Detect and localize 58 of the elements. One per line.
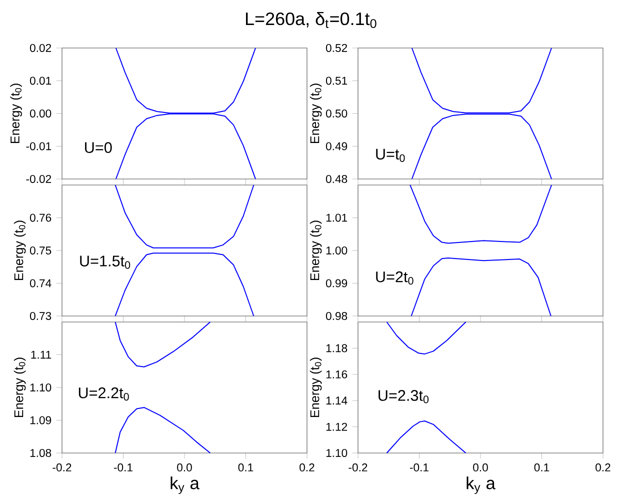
annotation: U=t$_{0}$ (376, 148, 405, 162)
line-series (386, 420, 466, 454)
x-axis-title: k$_{y}$ a (170, 476, 200, 494)
y-tick-label: 0.98 (326, 312, 348, 320)
y-tick-label: 1.09 (30, 416, 52, 424)
annotation: U=0 (85, 142, 112, 153)
y-tick-label: 1.10 (30, 383, 52, 392)
y-tick-label: 1.12 (326, 422, 348, 431)
x-tick-label: 0.1 (534, 463, 550, 472)
y-tick-label: 0.74 (30, 279, 52, 288)
x-tick-label: 0.0 (177, 463, 192, 472)
x-tick-label: 0.0 (473, 463, 488, 472)
y-tick-label: 0.99 (326, 279, 348, 288)
y-tick-label: 0.02 (30, 44, 52, 52)
y-tick-label: 0.76 (30, 214, 52, 222)
chart-title: L=260a, δ$_{t}$=0.1t$_{0}$ (246, 12, 376, 28)
y-tick-label: 1.11 (31, 350, 52, 359)
y-axis-title: Energy (t$_{0}$) (310, 220, 322, 280)
y-tick-label: -0.02 (26, 174, 52, 183)
y-tick-label: 1.18 (326, 344, 348, 352)
y-tick-label: 1.10 (326, 448, 348, 457)
y-tick-label: 0.51 (326, 76, 348, 85)
line-series (114, 184, 254, 248)
y-tick-label: 0.75 (30, 246, 52, 254)
x-tick-label: 0.1 (238, 463, 254, 472)
y-tick-label: 1.01 (326, 214, 348, 222)
y-tick-label: 1.08 (30, 448, 52, 457)
y-tick-label: 0.48 (326, 174, 348, 183)
annotation: U=2.2t$_{0}$ (78, 387, 129, 401)
x-tick-label: -0.1 (410, 463, 428, 472)
line-series (114, 321, 211, 368)
y-axis-title: Energy (t$_{0}$) (14, 220, 26, 280)
x-axis-title: k$_{y}$ a (466, 476, 496, 494)
y-axis-title: Energy (t$_{0}$) (310, 358, 322, 418)
y-axis-title: Energy (t$_{0}$) (14, 358, 26, 418)
y-tick-label: 0.52 (326, 44, 348, 52)
y-tick-label: -0.01 (26, 142, 52, 150)
line-series (386, 321, 466, 354)
y-axis-title: Energy (t$_{0}$) (310, 84, 322, 144)
annotation: U=2.3t$_{0}$ (378, 390, 429, 404)
x-tick-label: 0.2 (596, 463, 610, 472)
y-tick-label: 1.00 (326, 246, 348, 254)
y-tick-label: 1.14 (326, 396, 348, 404)
y-tick-label: 0.00 (30, 109, 52, 118)
annotation: U=2t$_{0}$ (376, 271, 414, 285)
y-tick-label: 0.50 (326, 109, 348, 118)
y-tick-label: 0.01 (30, 76, 52, 85)
x-tick-label: 0.2 (300, 463, 314, 472)
annotation: U=1.5t$_{0}$ (80, 256, 130, 269)
y-tick-label: 0.49 (326, 142, 348, 150)
y-tick-label: 0.73 (30, 312, 52, 320)
y-tick-label: 1.16 (326, 370, 348, 378)
x-tick-label: -0.1 (114, 463, 132, 472)
line-series (410, 184, 552, 244)
x-tick-label: -0.2 (348, 463, 368, 472)
x-tick-label: -0.2 (52, 463, 72, 472)
y-axis-title: Energy (t$_{0}$) (10, 84, 22, 144)
line-series (114, 406, 211, 454)
